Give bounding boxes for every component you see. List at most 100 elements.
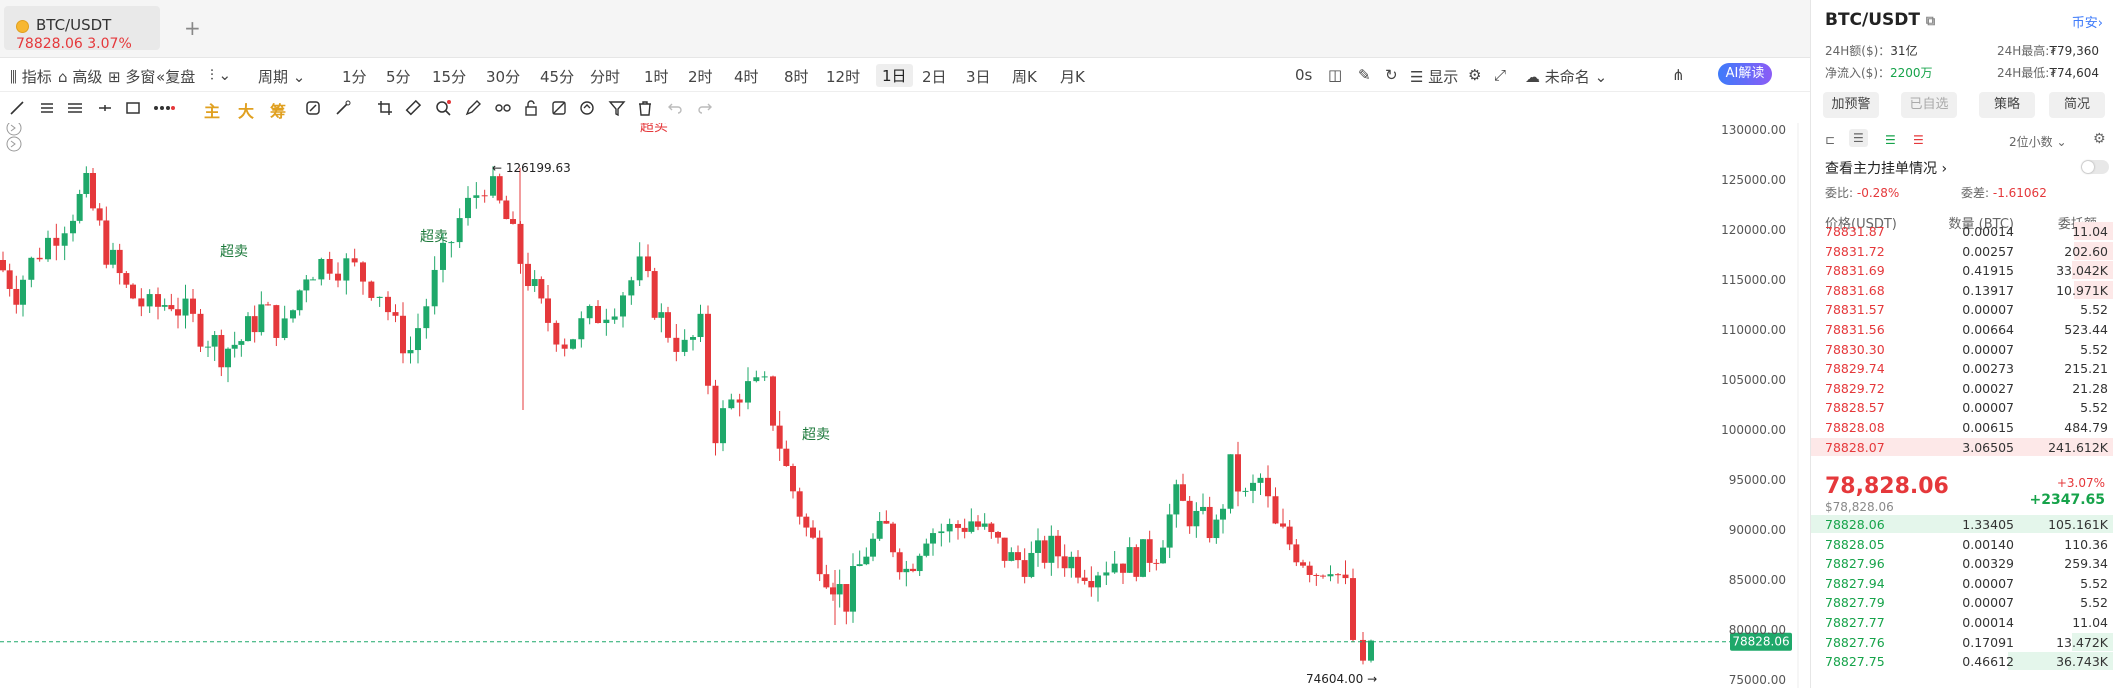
replay-button[interactable]: «复盘 xyxy=(156,68,196,86)
main-orders-toggle[interactable] xyxy=(2081,160,2109,174)
ask-row[interactable]: 78829.72 0.00027 21.28 xyxy=(1811,378,2113,398)
decimals-dropdown[interactable]: 2位小数 ⌄ xyxy=(2009,135,2067,149)
price-axis-tick: 105000.00 xyxy=(1721,373,1786,387)
tab-btc-usdt[interactable]: BTC/USDT 78828.06 3.07% xyxy=(4,6,160,52)
settings-icon[interactable]: ⚙ xyxy=(1468,66,1482,84)
main-indicator-toggle[interactable]: 主 xyxy=(204,102,221,121)
interval-7[interactable]: 2时 xyxy=(688,68,713,86)
view-bids-icon[interactable]: ☰ xyxy=(1885,133,1896,147)
view-both-icon[interactable]: ⊏ xyxy=(1825,133,1836,147)
big-indicator-toggle[interactable]: 大 xyxy=(238,102,255,121)
view-asks-bids-icon[interactable]: ☰ xyxy=(1849,129,1868,147)
ray-line-icon[interactable] xyxy=(96,99,114,117)
filter-icon[interactable] xyxy=(608,99,626,117)
advanced-button[interactable]: ⌂ 高级 xyxy=(58,68,103,86)
ask-row[interactable]: 78831.72 0.00257 202.60 xyxy=(1811,241,2113,261)
refresh-icon[interactable]: ↻ xyxy=(1385,66,1398,84)
interval-11[interactable]: 1日 xyxy=(876,64,913,87)
brush-icon[interactable] xyxy=(334,99,352,117)
interval-9[interactable]: 8时 xyxy=(784,68,809,86)
interval-2[interactable]: 15分 xyxy=(432,68,467,86)
zoom-icon[interactable] xyxy=(434,99,452,117)
bid-row[interactable]: 78827.96 0.00329 259.34 xyxy=(1811,553,2113,573)
overview-button[interactable]: 简况 xyxy=(2049,92,2105,118)
interval-14[interactable]: 周K xyxy=(1012,68,1037,86)
collapse-indicator-icon-2[interactable] xyxy=(6,136,22,152)
copy-icon[interactable]: ⧉ xyxy=(1925,14,1936,29)
line-tool-icon[interactable] xyxy=(8,99,26,117)
ask-row[interactable]: 78828.07 3.06505 241.612K xyxy=(1811,437,2113,457)
mid-price-usd: $78,828.06 xyxy=(1825,500,1894,514)
ask-row[interactable]: 78831.87 0.00014 11.04 xyxy=(1811,221,2113,241)
interval-8[interactable]: 4时 xyxy=(734,68,759,86)
rectangle-icon[interactable] xyxy=(124,99,142,117)
parallel-lines-icon[interactable] xyxy=(66,99,84,117)
add-alert-button[interactable]: 加预警 xyxy=(1823,92,1879,118)
alert-icon[interactable] xyxy=(578,99,596,117)
add-tab-icon[interactable]: + xyxy=(184,16,201,40)
bid-row[interactable]: 78828.05 0.00140 110.36 xyxy=(1811,534,2113,554)
period-dropdown[interactable]: 周期 ⌄ xyxy=(258,68,306,86)
chart-type-button[interactable]: ⫶ ⌄ xyxy=(210,66,231,84)
camera-icon[interactable]: ◫ xyxy=(1328,66,1343,84)
candle-body xyxy=(1327,574,1334,577)
strategy-button[interactable]: 策略 xyxy=(1979,92,2035,118)
ask-row[interactable]: 78831.69 0.41915 33.042K xyxy=(1811,260,2113,280)
pencil-icon[interactable] xyxy=(464,99,482,117)
panel-settings-icon[interactable]: ⚙ xyxy=(2093,131,2106,147)
ask-row[interactable]: 78830.30 0.00007 5.52 xyxy=(1811,339,2113,359)
chips-indicator-toggle[interactable]: 筹 xyxy=(270,102,287,121)
magnet-icon[interactable] xyxy=(304,99,322,117)
interval-5[interactable]: 分时 xyxy=(590,68,621,86)
bid-row[interactable]: 78827.76 0.17091 13.472K xyxy=(1811,632,2113,652)
bid-row[interactable]: 78827.75 0.46612 36.743K xyxy=(1811,651,2113,671)
pattern-icon[interactable] xyxy=(494,99,512,117)
share-icon[interactable]: ⋔ xyxy=(1672,66,1685,84)
undo-icon[interactable] xyxy=(666,99,684,117)
interval-0[interactable]: 1分 xyxy=(342,68,367,86)
interval-1[interactable]: 5分 xyxy=(386,68,411,86)
ask-row[interactable]: 78829.74 0.00273 215.21 xyxy=(1811,358,2113,378)
trash-icon[interactable] xyxy=(636,99,654,117)
collapse-indicator-icon[interactable] xyxy=(6,123,22,136)
pen-icon[interactable]: ✎ xyxy=(1358,66,1371,84)
view-asks-icon[interactable]: ☰ xyxy=(1913,133,1924,147)
main-orders-link[interactable]: 查看主力挂单情况 › xyxy=(1825,161,1948,177)
ask-row[interactable]: 78831.56 0.00664 523.44 xyxy=(1811,319,2113,339)
ask-row[interactable]: 78831.68 0.13917 10.971K xyxy=(1811,280,2113,300)
ruler-icon[interactable] xyxy=(404,99,422,117)
bid-row[interactable]: 78828.06 1.33405 105.161K xyxy=(1811,514,2113,534)
hide-drawings-icon[interactable] xyxy=(550,99,568,117)
interval-6[interactable]: 1时 xyxy=(644,68,669,86)
bid-qty: 0.00140 xyxy=(1962,536,2014,552)
ask-row[interactable]: 78831.57 0.00007 5.52 xyxy=(1811,299,2113,319)
ask-row[interactable]: 78828.57 0.00007 5.52 xyxy=(1811,397,2113,417)
candle-body xyxy=(1342,574,1349,579)
bid-row[interactable]: 78827.79 0.00007 5.52 xyxy=(1811,592,2113,612)
redo-icon[interactable] xyxy=(696,99,714,117)
interval-15[interactable]: 月K xyxy=(1060,68,1085,86)
bid-row[interactable]: 78827.94 0.00007 5.52 xyxy=(1811,573,2113,593)
ai-analysis-button[interactable]: AI解读 xyxy=(1718,63,1772,85)
interval-10[interactable]: 12时 xyxy=(826,68,861,86)
indicators-button[interactable]: ⫼ 指标 xyxy=(10,68,52,86)
watchlist-button[interactable]: 已自选 xyxy=(1901,92,1957,118)
interval-13[interactable]: 3日 xyxy=(966,68,991,86)
fullscreen-icon[interactable]: ⤢ xyxy=(1494,66,1507,84)
horizontal-lines-icon[interactable] xyxy=(38,99,56,117)
display-button[interactable]: ☰ 显示 xyxy=(1410,68,1459,86)
interval-12[interactable]: 2日 xyxy=(922,68,947,86)
layout-dropdown[interactable]: ☁ 未命名 ⌄ xyxy=(1525,68,1608,86)
exchange-link[interactable]: 币安› xyxy=(2071,16,2103,31)
interval-4[interactable]: 45分 xyxy=(540,68,575,86)
interval-3[interactable]: 30分 xyxy=(486,68,521,86)
bid-row[interactable]: 78827.77 0.00014 11.04 xyxy=(1811,612,2113,632)
more-tools-icon[interactable] xyxy=(152,99,176,117)
candle-body xyxy=(310,279,316,281)
crop-icon[interactable] xyxy=(376,99,394,117)
lock-icon[interactable] xyxy=(522,99,540,117)
ask-row[interactable]: 78828.08 0.00615 484.79 xyxy=(1811,417,2113,437)
multi-window-button[interactable]: ⊞ 多窗 xyxy=(108,68,156,86)
